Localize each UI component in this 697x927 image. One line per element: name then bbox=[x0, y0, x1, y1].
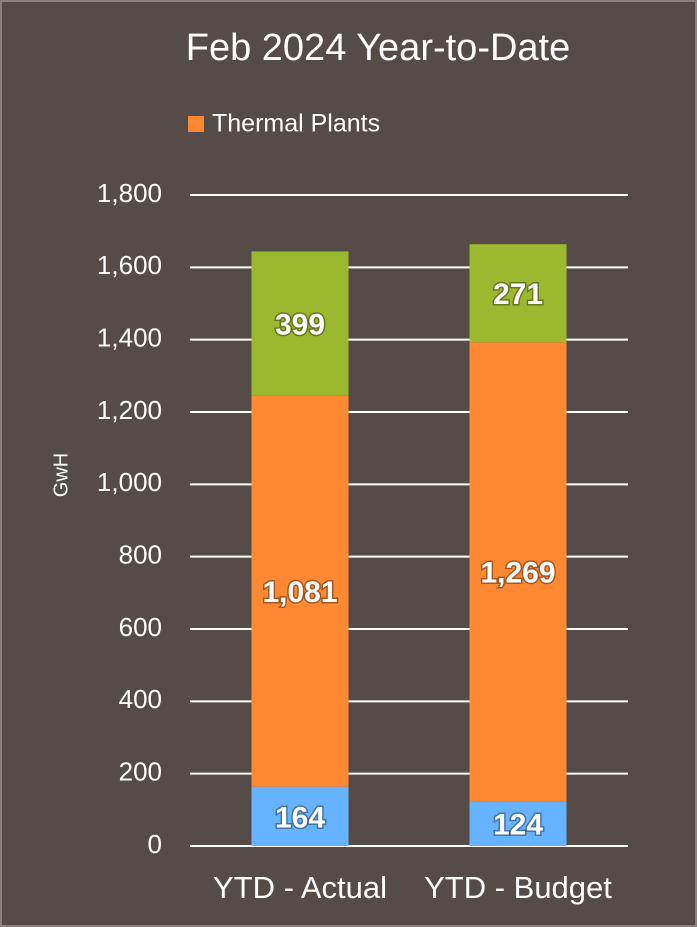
data-label: 271 bbox=[493, 278, 543, 311]
data-label: 124 bbox=[493, 808, 543, 841]
data-label: 399 bbox=[275, 308, 325, 341]
legend-swatch bbox=[188, 116, 204, 132]
chart-title: Feb 2024 Year-to-Date bbox=[186, 27, 571, 69]
x-tick-label: YTD - Budget bbox=[424, 870, 612, 905]
y-tick-label: 800 bbox=[119, 540, 162, 570]
y-tick-label: 1,000 bbox=[97, 467, 162, 497]
bar-segment bbox=[469, 801, 567, 846]
x-tick-label: YTD - Actual bbox=[213, 870, 387, 905]
bar-segment bbox=[469, 244, 567, 343]
y-tick-label: 0 bbox=[148, 829, 162, 859]
y-axis-label: GwH bbox=[50, 453, 72, 497]
y-tick-label: 1,400 bbox=[97, 323, 162, 353]
bar-segment bbox=[251, 251, 349, 396]
legend-label: Thermal Plants bbox=[212, 110, 380, 138]
y-tick-label: 400 bbox=[119, 684, 162, 714]
bar-segment bbox=[251, 786, 349, 846]
y-tick-label: 600 bbox=[119, 612, 162, 642]
y-tick-label: 1,600 bbox=[97, 250, 162, 280]
y-tick-label: 200 bbox=[119, 757, 162, 787]
y-tick-label: 1,200 bbox=[97, 395, 162, 425]
data-label: 1,269 bbox=[480, 557, 555, 590]
data-label: 1,081 bbox=[262, 576, 337, 609]
bar-segment bbox=[251, 395, 349, 787]
data-label: 164 bbox=[275, 801, 325, 834]
y-tick-label: 1,800 bbox=[97, 178, 162, 208]
bar-segment bbox=[469, 342, 567, 802]
